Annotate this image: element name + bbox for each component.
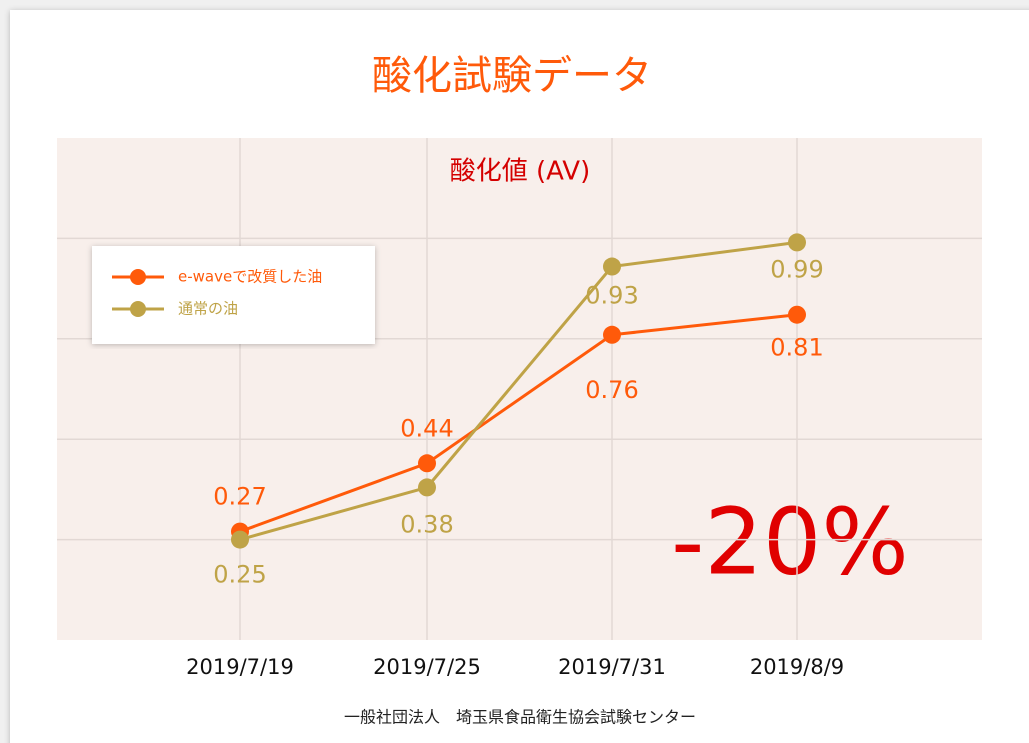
annotation: -20% [671,488,909,595]
series-group [231,233,806,549]
x-tick-label: 2019/7/25 [373,655,481,679]
footer: 一般社団法人 埼玉県食品衛生協会試験センター [344,708,696,727]
data-point [603,325,621,344]
chart-subtitle: 酸化値 (AV) [450,157,590,187]
data-label: 0.38 [400,510,453,538]
data-label: 0.44 [400,414,453,442]
legend-marker [130,269,146,285]
grid [57,138,982,640]
data-label: 0.99 [770,255,823,283]
series-line [239,313,798,533]
legend-box [92,246,375,344]
x-tick-label: 2019/7/31 [558,655,666,679]
data-point [418,478,436,497]
series-line [239,240,798,542]
data-point [603,257,621,276]
data-point [788,233,806,252]
data-label: 0.81 [770,334,823,362]
data-point [418,454,436,473]
plot-area [57,138,982,640]
data-label: 0.76 [585,376,638,404]
data-point [788,305,806,324]
data-label: 0.25 [213,561,266,589]
x-tick-label: 2019/8/9 [750,655,844,679]
data-point [231,530,249,549]
data-label: 0.27 [213,483,266,511]
legend-label: 通常の油 [178,300,238,318]
x-tick-label: 2019/7/19 [186,655,294,679]
legend-label: e-waveで改質した油 [178,268,322,286]
legend-marker [130,301,146,317]
chart-title: 酸化試験データ [372,53,652,99]
data-label: 0.93 [585,282,638,310]
